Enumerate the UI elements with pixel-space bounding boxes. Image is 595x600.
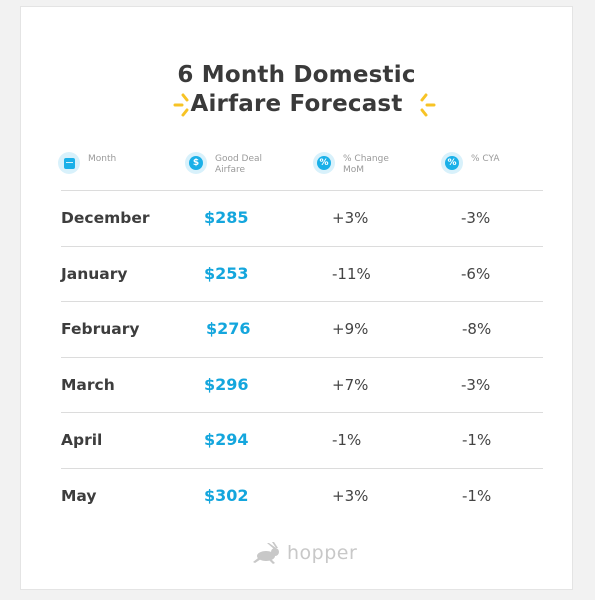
header-label: % Change MoM <box>343 154 389 175</box>
header-month: Month <box>58 152 116 174</box>
header-airfare: $ Good Deal Airfare <box>185 152 262 176</box>
cya-cell: -8% <box>462 319 492 338</box>
table-row: April $294 -1% -1% <box>21 412 574 467</box>
calendar-icon <box>58 152 80 174</box>
brand-name: hopper <box>287 542 358 564</box>
dollar-icon: $ <box>185 152 207 174</box>
cya-cell: -3% <box>461 208 491 227</box>
mom-cell: +7% <box>332 375 369 394</box>
sparkle-right-icon <box>420 93 436 117</box>
header-cya: % % CYA <box>441 152 500 174</box>
table-row: March $296 +7% -3% <box>21 357 574 412</box>
airfare-cell: $253 <box>204 264 249 283</box>
airfare-cell: $285 <box>204 208 249 227</box>
table-row: January $253 -11% -6% <box>21 246 574 301</box>
divider <box>61 246 543 247</box>
table-row: February $276 +9% -8% <box>21 301 574 356</box>
mom-cell: -1% <box>332 430 362 449</box>
airfare-cell: $294 <box>204 430 249 449</box>
divider <box>61 301 543 302</box>
percent-icon: % <box>313 152 335 174</box>
mom-cell: -11% <box>332 264 371 283</box>
month-cell: March <box>61 375 115 394</box>
table-row: December $285 +3% -3% <box>21 190 574 245</box>
hopper-logo: hopper <box>253 542 357 564</box>
sparkle-left-icon <box>173 93 189 117</box>
cya-cell: -6% <box>461 264 491 283</box>
divider <box>61 357 543 358</box>
table-header: Month $ Good Deal Airfare % % Change MoM… <box>21 152 574 192</box>
divider <box>61 190 543 191</box>
header-label: Good Deal Airfare <box>215 154 263 175</box>
cya-cell: -3% <box>461 375 491 394</box>
divider <box>61 468 543 469</box>
percent-icon: % <box>441 152 463 174</box>
title-line-2: Airfare Forecast <box>190 91 403 117</box>
divider <box>61 412 543 413</box>
title-line-1: 6 Month Domestic <box>177 62 416 88</box>
month-cell: May <box>61 486 97 505</box>
header-label: % CYA <box>471 154 500 164</box>
airfare-cell: $276 <box>206 319 251 338</box>
month-cell: January <box>61 264 128 283</box>
bunny-icon <box>253 542 279 564</box>
month-cell: February <box>61 319 140 338</box>
cya-cell: -1% <box>462 486 492 505</box>
table-row: May $302 +3% -1% <box>21 468 574 523</box>
header-label: Month <box>88 154 117 164</box>
mom-cell: +3% <box>332 486 369 505</box>
cya-cell: -1% <box>462 430 492 449</box>
month-cell: April <box>61 430 103 449</box>
mom-cell: +9% <box>332 319 369 338</box>
mom-cell: +3% <box>332 208 369 227</box>
month-cell: December <box>61 208 150 227</box>
header-mom: % % Change MoM <box>313 152 389 176</box>
airfare-cell: $296 <box>204 375 249 394</box>
forecast-card: 6 Month Domestic Airfare Forecast Month … <box>20 6 573 590</box>
airfare-cell: $302 <box>204 486 249 505</box>
